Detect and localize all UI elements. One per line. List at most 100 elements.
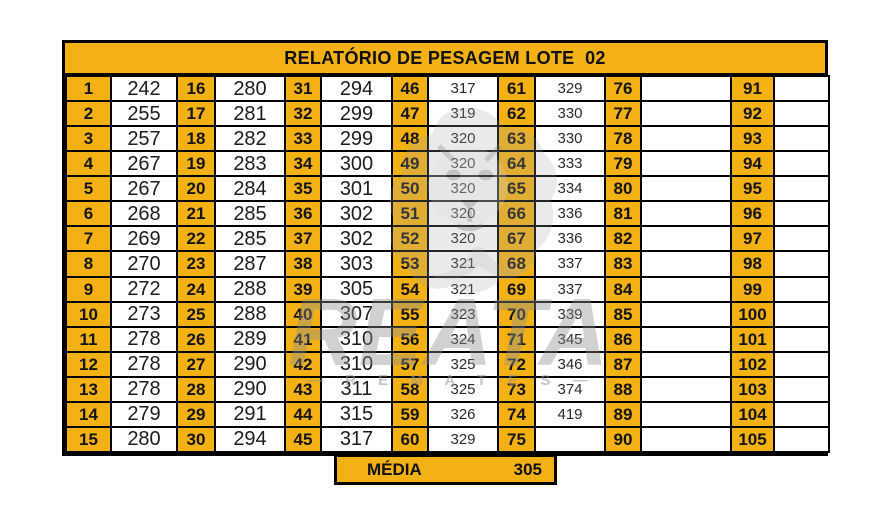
value-cell: 323 — [427, 300, 499, 328]
index-cell: 46 — [391, 74, 429, 103]
value-cell: 282 — [214, 125, 286, 153]
value-cell: 301 — [320, 175, 393, 203]
table-row: 8 270 23 287 38 303 53 321 68 337 83 98 — [65, 250, 830, 278]
index-cell: 16 — [176, 74, 216, 103]
value-cell: 321 — [427, 275, 499, 303]
index-cell: 103 — [730, 375, 775, 403]
index-cell: 24 — [176, 275, 216, 303]
value-cell: 294 — [214, 425, 286, 454]
value-cell — [640, 175, 732, 203]
average-value: 305 — [513, 459, 542, 479]
index-cell: 89 — [604, 400, 642, 428]
index-cell: 97 — [730, 225, 775, 253]
value-cell: 321 — [427, 250, 499, 278]
value-cell: 320 — [427, 200, 499, 228]
value-cell — [640, 375, 732, 403]
index-cell: 3 — [65, 125, 112, 153]
table-row: 9 272 24 288 39 305 54 321 69 337 84 99 — [65, 275, 830, 303]
index-cell: 77 — [604, 100, 642, 128]
value-cell: 290 — [214, 350, 286, 378]
average-bar: MÉDIA 305 — [334, 454, 557, 485]
index-cell: 54 — [391, 275, 429, 303]
index-cell: 17 — [176, 100, 216, 128]
index-cell: 70 — [497, 300, 536, 328]
value-cell — [773, 400, 830, 428]
index-cell: 64 — [497, 150, 536, 178]
index-cell: 82 — [604, 225, 642, 253]
value-cell — [773, 325, 830, 353]
value-cell: 257 — [110, 125, 178, 153]
index-cell: 68 — [497, 250, 536, 278]
value-cell: 337 — [534, 275, 606, 303]
index-cell: 8 — [65, 250, 112, 278]
index-cell: 42 — [284, 350, 322, 378]
index-cell: 99 — [730, 275, 775, 303]
table-row: 2 255 17 281 32 299 47 319 62 330 77 92 — [65, 100, 830, 128]
index-cell: 25 — [176, 300, 216, 328]
index-cell: 14 — [65, 400, 112, 428]
index-cell: 41 — [284, 325, 322, 353]
table-row: 6 268 21 285 36 302 51 320 66 336 81 96 — [65, 200, 830, 228]
value-cell — [773, 175, 830, 203]
value-cell: 324 — [427, 325, 499, 353]
index-cell: 33 — [284, 125, 322, 153]
value-cell: 285 — [214, 225, 286, 253]
index-cell: 7 — [65, 225, 112, 253]
index-cell: 13 — [65, 375, 112, 403]
value-cell: 317 — [427, 74, 499, 103]
index-cell: 4 — [65, 150, 112, 178]
value-cell — [773, 125, 830, 153]
index-cell: 79 — [604, 150, 642, 178]
index-cell: 55 — [391, 300, 429, 328]
value-cell: 315 — [320, 400, 393, 428]
value-cell: 320 — [427, 175, 499, 203]
index-cell: 32 — [284, 100, 322, 128]
value-cell: 289 — [214, 325, 286, 353]
index-cell: 22 — [176, 225, 216, 253]
index-cell: 60 — [391, 425, 429, 454]
value-cell — [640, 250, 732, 278]
index-cell: 84 — [604, 275, 642, 303]
value-cell: 278 — [110, 375, 178, 403]
index-cell: 66 — [497, 200, 536, 228]
index-cell: 37 — [284, 225, 322, 253]
index-cell: 101 — [730, 325, 775, 353]
index-cell: 73 — [497, 375, 536, 403]
index-cell: 30 — [176, 425, 216, 454]
index-cell: 85 — [604, 300, 642, 328]
table-row: 5 267 20 284 35 301 50 320 65 334 80 95 — [65, 175, 830, 203]
value-cell: 334 — [534, 175, 606, 203]
table-row: 12 278 27 290 42 310 57 325 72 346 87 102 — [65, 350, 830, 378]
value-cell — [773, 350, 830, 378]
value-cell: 320 — [427, 125, 499, 153]
index-cell: 27 — [176, 350, 216, 378]
index-cell: 31 — [284, 74, 322, 103]
value-cell: 320 — [427, 150, 499, 178]
value-cell: 288 — [214, 275, 286, 303]
index-cell: 96 — [730, 200, 775, 228]
value-cell: 285 — [214, 200, 286, 228]
index-cell: 9 — [65, 275, 112, 303]
index-cell: 38 — [284, 250, 322, 278]
value-cell: 330 — [534, 100, 606, 128]
value-cell: 302 — [320, 225, 393, 253]
value-cell — [534, 425, 606, 454]
index-cell: 98 — [730, 250, 775, 278]
value-cell: 345 — [534, 325, 606, 353]
value-cell: 310 — [320, 350, 393, 378]
index-cell: 62 — [497, 100, 536, 128]
value-cell — [640, 200, 732, 228]
index-cell: 81 — [604, 200, 642, 228]
index-cell: 35 — [284, 175, 322, 203]
value-cell: 307 — [320, 300, 393, 328]
index-cell: 58 — [391, 375, 429, 403]
value-cell: 336 — [534, 225, 606, 253]
value-cell: 300 — [320, 150, 393, 178]
index-cell: 26 — [176, 325, 216, 353]
value-cell: 329 — [427, 425, 499, 454]
value-cell: 287 — [214, 250, 286, 278]
value-cell: 273 — [110, 300, 178, 328]
index-cell: 19 — [176, 150, 216, 178]
index-cell: 21 — [176, 200, 216, 228]
